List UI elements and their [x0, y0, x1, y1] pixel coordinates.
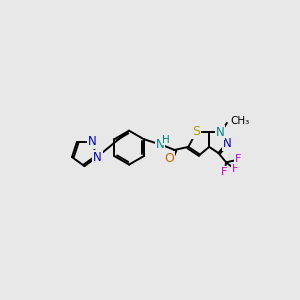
Text: N: N: [223, 137, 231, 150]
Text: N: N: [88, 135, 97, 148]
Text: O: O: [164, 152, 174, 165]
Text: S: S: [192, 125, 200, 138]
Text: F: F: [235, 154, 242, 164]
Text: N: N: [93, 151, 102, 164]
Text: F: F: [220, 167, 227, 177]
Text: N: N: [155, 138, 164, 151]
Text: N: N: [216, 126, 224, 139]
Text: CH₃: CH₃: [230, 116, 249, 126]
Text: H: H: [162, 135, 170, 145]
Text: F: F: [231, 164, 238, 174]
